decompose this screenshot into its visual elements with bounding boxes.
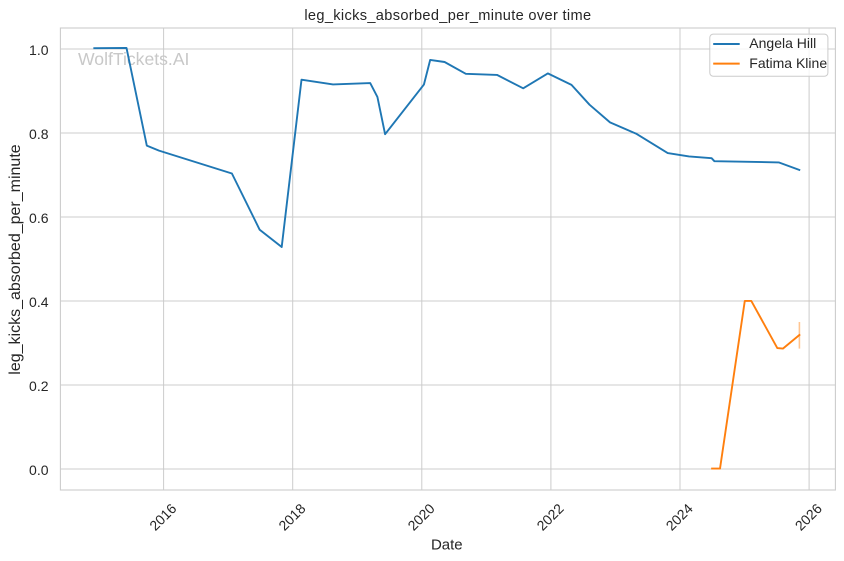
svg-text:leg_kicks_absorbed_per_minute: leg_kicks_absorbed_per_minute	[7, 144, 24, 374]
svg-text:0.4: 0.4	[29, 294, 49, 310]
svg-text:Angela Hill: Angela Hill	[749, 35, 816, 51]
svg-text:Fatima Kline: Fatima Kline	[749, 55, 827, 71]
svg-text:0.2: 0.2	[29, 378, 49, 394]
svg-text:0.6: 0.6	[29, 210, 49, 226]
svg-text:Date: Date	[431, 537, 463, 554]
svg-text:WolfTickets.AI: WolfTickets.AI	[78, 49, 189, 69]
svg-text:0.0: 0.0	[29, 462, 49, 478]
svg-text:leg_kicks_absorbed_per_minute: leg_kicks_absorbed_per_minute over time	[304, 8, 591, 24]
svg-text:0.8: 0.8	[29, 126, 49, 142]
svg-text:1.0: 1.0	[29, 42, 49, 58]
